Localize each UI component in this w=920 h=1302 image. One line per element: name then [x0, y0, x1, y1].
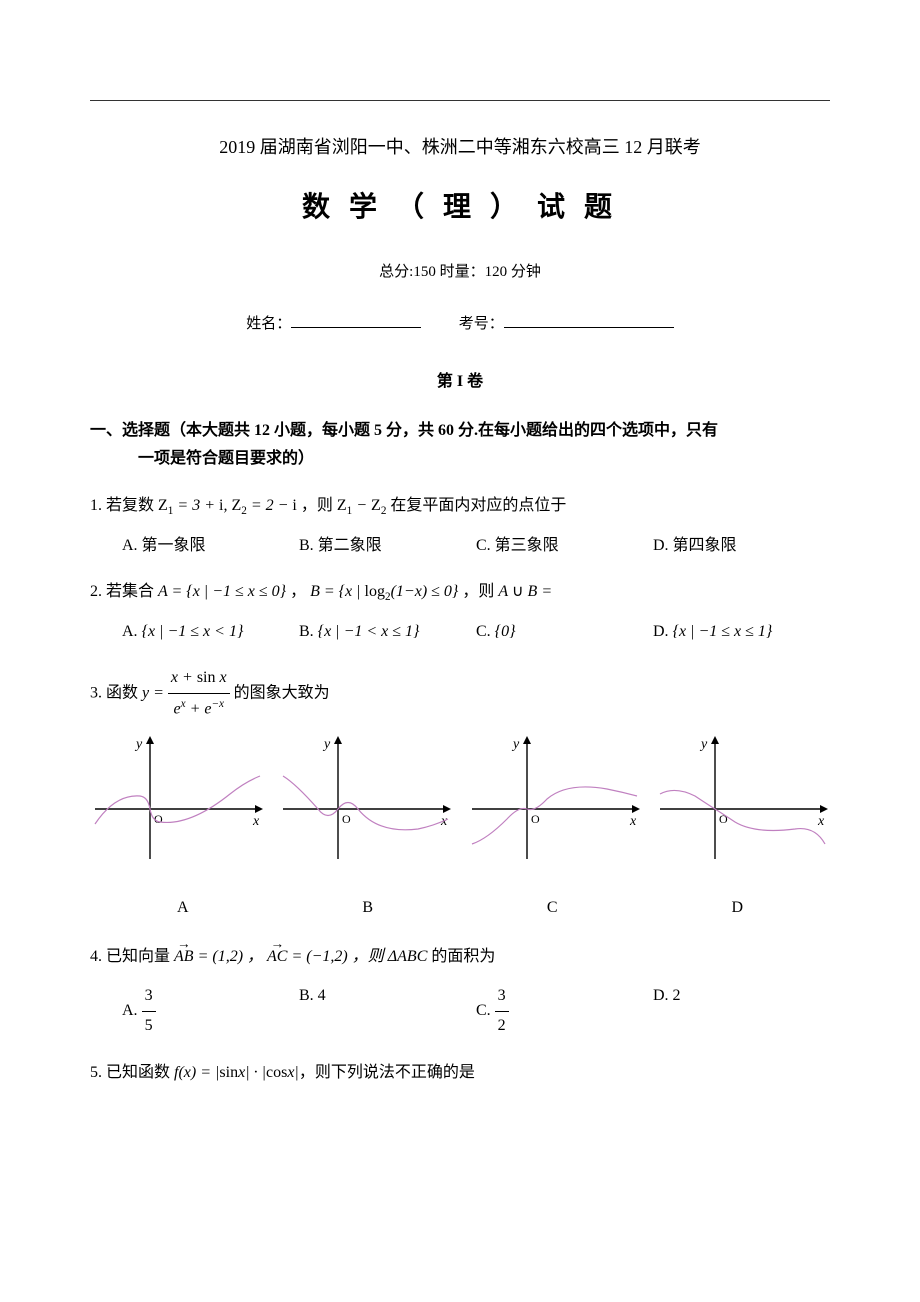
q3-label-d: D	[731, 894, 743, 923]
chart-d: y x O	[655, 734, 830, 864]
q1-text-a: 1. 若复数	[90, 497, 158, 514]
q2-opt-a: A. {x | −1 ≤ x < 1}	[122, 618, 299, 647]
name-blank	[291, 313, 421, 328]
question-2: 2. 若集合 A = {x | −1 ≤ x ≤ 0} ， B = {x | l…	[90, 578, 830, 607]
name-exam-line: 姓名： 考号：	[90, 311, 830, 338]
q3-label-a: A	[177, 894, 189, 923]
q4-opt-d: D. 2	[653, 982, 830, 1041]
chart-c: y x O	[467, 734, 642, 864]
exam-num-blank	[504, 313, 674, 328]
q2-text-b: ，则	[458, 583, 498, 600]
question-1: 1. 若复数 Z1 = 3 + i, Z2 = 2 − i ，则 Z1 − Z2…	[90, 492, 830, 521]
q1-opt-c: C. 第三象限	[476, 532, 653, 561]
score-time: 总分:150 时量：120 分钟	[90, 259, 830, 286]
q1-text-c: 在复平面内对应的点位于	[386, 497, 566, 514]
q5-text-a: 5. 已知函数	[90, 1064, 174, 1081]
svg-text:x: x	[817, 814, 825, 829]
chart-b: y x O	[278, 734, 453, 864]
svg-text:O: O	[531, 812, 540, 826]
svg-text:y: y	[511, 737, 520, 752]
q4-options: A. 35 B. 4 C. 32 D. 2	[90, 982, 830, 1041]
question-5: 5. 已知函数 f(x) = |sinx| · |cosx|，则下列说法不正确的…	[90, 1059, 830, 1088]
section-heading-line2: 一项是符合题目要求的）	[90, 445, 830, 474]
q2-opt-b: B. {x | −1 < x ≤ 1}	[299, 618, 476, 647]
q2-text-a: 2. 若集合	[90, 583, 158, 600]
q3-charts: y x O y x O y x O y x O	[90, 734, 830, 864]
top-rule	[90, 100, 830, 101]
q1-opt-b: B. 第二象限	[299, 532, 476, 561]
q4-opt-c: C. 32	[476, 982, 653, 1041]
svg-text:y: y	[699, 737, 708, 752]
svg-text:x: x	[629, 814, 637, 829]
question-4: 4. 已知向量 AB = (1,2) ， AC = (−1,2) ，则 ΔABC…	[90, 943, 830, 972]
section-1-heading: 一、选择题（本大题共 12 小题，每小题 5 分，共 60 分.在每小题给出的四…	[90, 417, 830, 475]
q3-text-a: 3. 函数	[90, 685, 142, 702]
exam-num-label: 考号：	[459, 316, 504, 332]
section-1-label: 第 I 卷	[90, 368, 830, 397]
q3-text-b: 的图象大致为	[230, 685, 330, 702]
svg-text:y: y	[322, 737, 331, 752]
svg-text:x: x	[252, 814, 260, 829]
q2-opt-c: C. {0}	[476, 618, 653, 647]
q4-text-a: 4. 已知向量	[90, 948, 174, 965]
q3-labels: A B C D	[90, 894, 830, 923]
q1-options: A. 第一象限 B. 第二象限 C. 第三象限 D. 第四象限	[90, 532, 830, 561]
svg-text:y: y	[134, 737, 143, 752]
section-heading-line1: 一、选择题（本大题共 12 小题，每小题 5 分，共 60 分.在每小题给出的四…	[90, 422, 718, 439]
q1-opt-a: A. 第一象限	[122, 532, 299, 561]
q3-label-b: B	[362, 894, 373, 923]
q1-opt-d: D. 第四象限	[653, 532, 830, 561]
q2-options: A. {x | −1 ≤ x < 1} B. {x | −1 < x ≤ 1} …	[90, 618, 830, 647]
q5-text-b: ，则下列说法不正确的是	[299, 1064, 475, 1081]
svg-text:O: O	[342, 812, 351, 826]
q1-text-b: ，则	[297, 497, 337, 514]
question-3: 3. 函数 y = x + sin xex + e−x 的图象大致为	[90, 664, 830, 724]
q4-opt-b: B. 4	[299, 982, 476, 1041]
svg-text:O: O	[154, 812, 163, 826]
name-label: 姓名：	[246, 316, 291, 332]
exam-subtitle: 2019 届湖南省浏阳一中、株洲二中等湘东六校高三 12 月联考	[90, 131, 830, 163]
q3-label-c: C	[547, 894, 558, 923]
q2-opt-d: D. {x | −1 ≤ x ≤ 1}	[653, 618, 830, 647]
q4-opt-a: A. 35	[122, 982, 299, 1041]
exam-title: 数 学 （ 理 ） 试 题	[90, 183, 830, 233]
q4-text-b: 的面积为	[427, 948, 495, 965]
chart-a: y x O	[90, 734, 265, 864]
